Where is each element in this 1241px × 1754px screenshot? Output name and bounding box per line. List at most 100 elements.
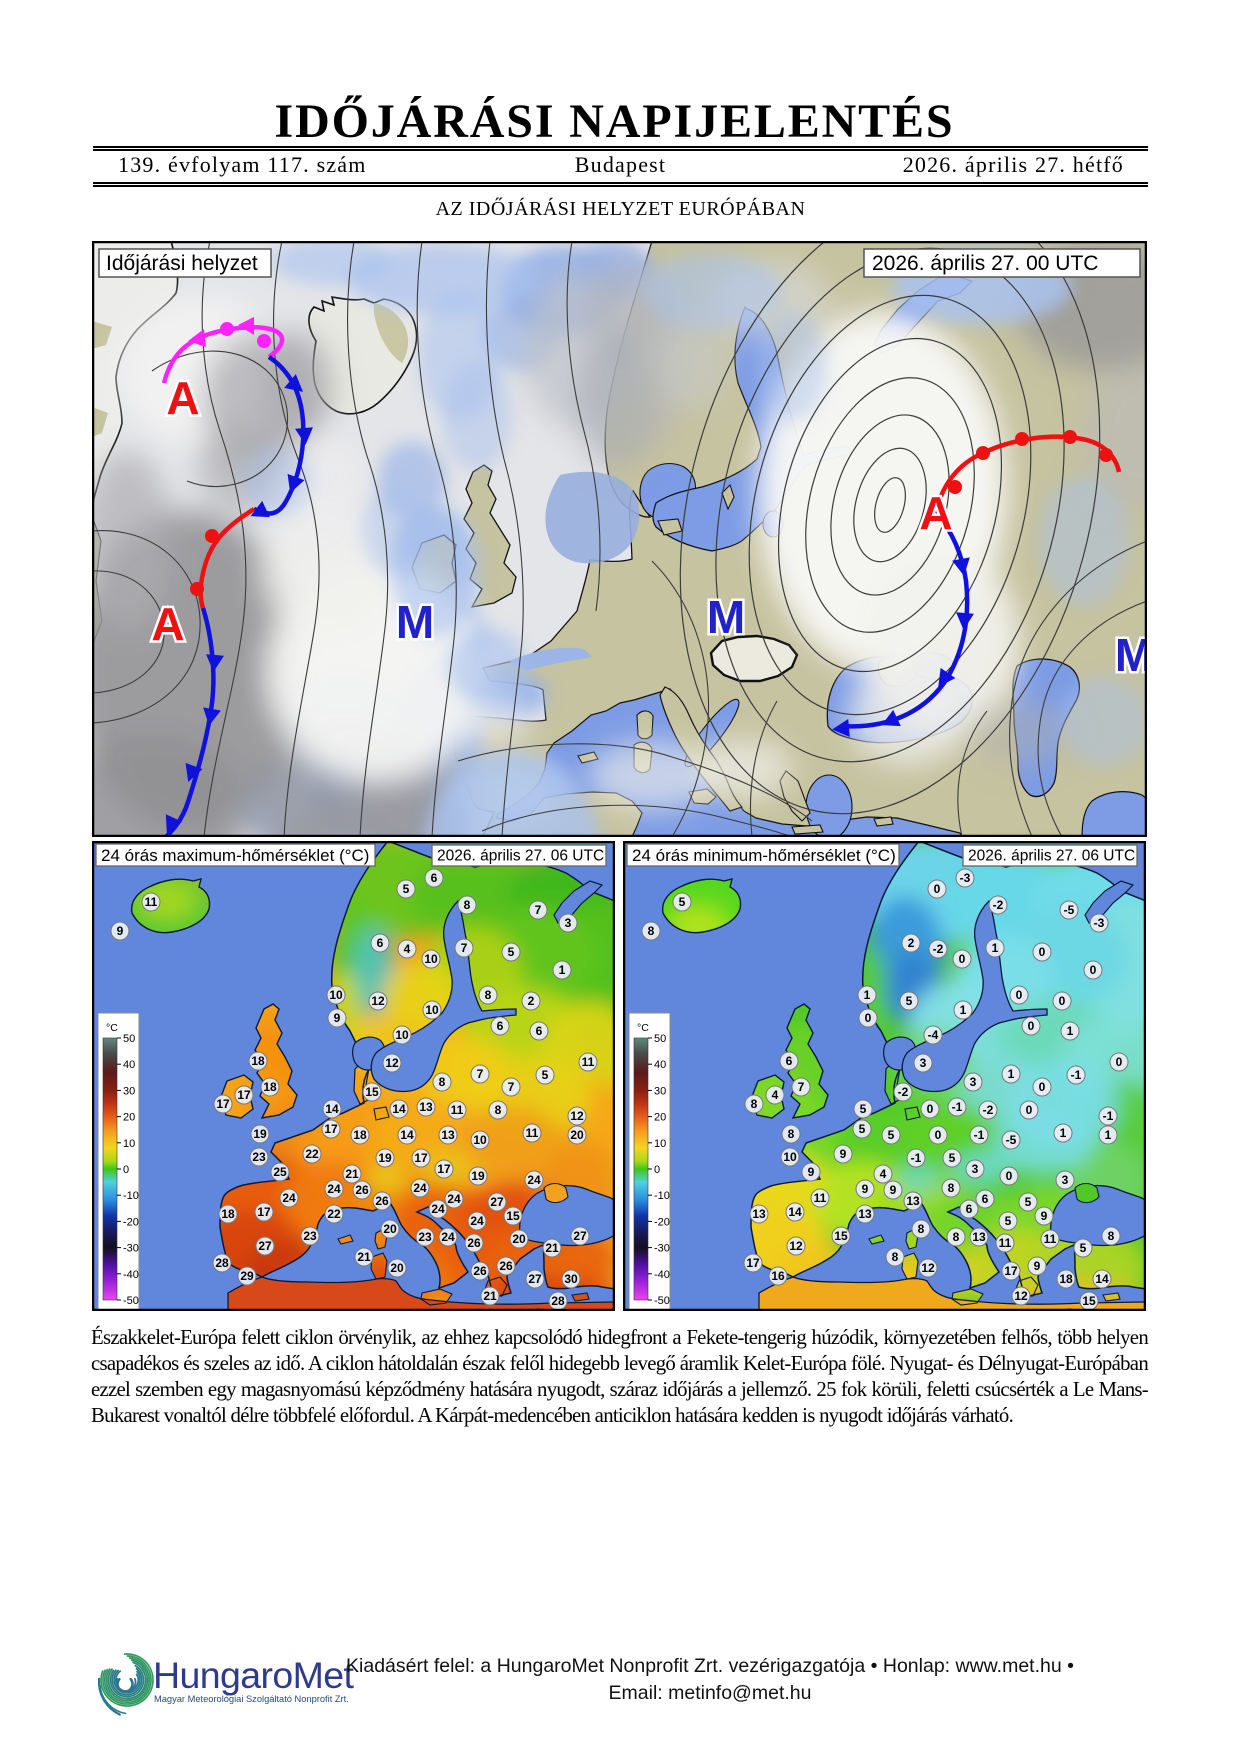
svg-text:24: 24 (327, 1182, 341, 1196)
svg-text:4: 4 (880, 1167, 887, 1181)
svg-text:11: 11 (582, 1055, 595, 1069)
svg-text:0: 0 (865, 1011, 872, 1025)
svg-text:-50: -50 (123, 1295, 139, 1307)
svg-text:11: 11 (451, 1103, 464, 1117)
svg-text:16: 16 (771, 1269, 785, 1283)
svg-text:7: 7 (461, 941, 468, 955)
svg-text:5: 5 (508, 945, 515, 959)
svg-text:8: 8 (892, 1250, 899, 1264)
svg-text:14: 14 (392, 1102, 406, 1116)
svg-text:21: 21 (545, 1241, 559, 1255)
svg-text:10: 10 (424, 952, 438, 966)
svg-text:13: 13 (419, 1100, 433, 1114)
svg-text:8: 8 (485, 988, 492, 1002)
svg-text:22: 22 (305, 1147, 319, 1161)
svg-text:A: A (919, 487, 952, 539)
svg-text:12: 12 (1014, 1289, 1028, 1303)
svg-text:10: 10 (783, 1150, 797, 1164)
svg-text:20: 20 (654, 1112, 666, 1124)
svg-text:9: 9 (808, 1165, 815, 1179)
svg-text:11: 11 (526, 1126, 539, 1140)
svg-text:27: 27 (528, 1272, 542, 1286)
svg-text:15: 15 (834, 1229, 848, 1243)
svg-text:10: 10 (395, 1028, 409, 1042)
svg-text:1: 1 (960, 1003, 967, 1017)
svg-text:M: M (396, 596, 434, 648)
svg-text:13: 13 (441, 1128, 455, 1142)
svg-text:1: 1 (559, 963, 566, 977)
svg-text:5: 5 (906, 994, 913, 1008)
svg-text:20: 20 (383, 1222, 397, 1236)
svg-text:-20: -20 (654, 1216, 670, 1228)
svg-text:24: 24 (431, 1202, 445, 1216)
svg-text:-30: -30 (654, 1243, 670, 1255)
svg-text:20: 20 (390, 1261, 404, 1275)
svg-text:26: 26 (473, 1264, 487, 1278)
svg-text:6: 6 (536, 1024, 543, 1038)
svg-text:27: 27 (490, 1195, 504, 1209)
svg-text:11: 11 (1044, 1232, 1057, 1246)
svg-text:0: 0 (1090, 963, 1097, 977)
svg-text:5: 5 (1025, 1195, 1032, 1209)
svg-text:24: 24 (447, 1192, 461, 1206)
svg-text:0: 0 (935, 1128, 942, 1142)
svg-text:17: 17 (1004, 1264, 1018, 1278)
svg-text:0: 0 (959, 952, 966, 966)
svg-text:30: 30 (123, 1085, 135, 1097)
svg-text:3: 3 (565, 916, 572, 930)
svg-text:5: 5 (949, 1151, 956, 1165)
svg-text:7: 7 (535, 903, 542, 917)
svg-text:0: 0 (1116, 1055, 1123, 1069)
svg-text:0: 0 (654, 1164, 660, 1176)
svg-text:12: 12 (921, 1261, 935, 1275)
svg-text:12: 12 (385, 1056, 399, 1070)
svg-text:1: 1 (864, 988, 871, 1002)
svg-text:Időjárási helyzet: Időjárási helyzet (106, 252, 258, 275)
svg-text:0: 0 (123, 1164, 129, 1176)
svg-text:12: 12 (371, 994, 385, 1008)
svg-text:23: 23 (303, 1229, 317, 1243)
svg-text:15: 15 (365, 1085, 379, 1099)
svg-text:24: 24 (441, 1230, 455, 1244)
svg-text:-1: -1 (952, 1100, 963, 1114)
svg-text:-2: -2 (983, 1103, 994, 1117)
svg-text:6: 6 (786, 1054, 793, 1068)
svg-text:17: 17 (216, 1097, 230, 1111)
svg-text:0: 0 (1026, 1103, 1033, 1117)
svg-text:13: 13 (906, 1194, 920, 1208)
svg-text:8: 8 (788, 1127, 795, 1141)
svg-text:3: 3 (972, 1162, 979, 1176)
svg-text:11: 11 (814, 1191, 827, 1205)
svg-text:0: 0 (1039, 945, 1046, 959)
svg-text:14: 14 (325, 1102, 339, 1116)
svg-text:10: 10 (123, 1138, 135, 1150)
svg-text:5: 5 (859, 1122, 866, 1136)
svg-text:22: 22 (327, 1207, 341, 1221)
svg-text:4: 4 (772, 1088, 779, 1102)
svg-text:17: 17 (414, 1151, 428, 1165)
svg-text:10: 10 (473, 1133, 487, 1147)
svg-text:28: 28 (551, 1294, 565, 1308)
svg-text:18: 18 (353, 1128, 367, 1142)
svg-text:8: 8 (953, 1230, 960, 1244)
svg-text:9: 9 (862, 1182, 869, 1196)
svg-text:7: 7 (477, 1067, 484, 1081)
svg-text:8: 8 (495, 1103, 502, 1117)
svg-text:7: 7 (798, 1080, 805, 1094)
svg-text:6: 6 (431, 871, 438, 885)
svg-text:26: 26 (467, 1236, 481, 1250)
svg-text:0: 0 (1006, 1169, 1013, 1183)
svg-text:-1: -1 (911, 1151, 922, 1165)
svg-text:26: 26 (375, 1194, 389, 1208)
svg-text:0: 0 (1028, 1019, 1035, 1033)
svg-text:-20: -20 (123, 1216, 139, 1228)
svg-text:10: 10 (329, 988, 343, 1002)
svg-text:9: 9 (117, 924, 124, 938)
svg-text:14: 14 (400, 1128, 414, 1142)
svg-text:18: 18 (251, 1054, 265, 1068)
svg-text:19: 19 (378, 1151, 392, 1165)
svg-text:-2: -2 (933, 942, 944, 956)
svg-text:17: 17 (746, 1256, 760, 1270)
svg-text:9: 9 (1041, 1209, 1048, 1223)
svg-text:8: 8 (439, 1075, 446, 1089)
